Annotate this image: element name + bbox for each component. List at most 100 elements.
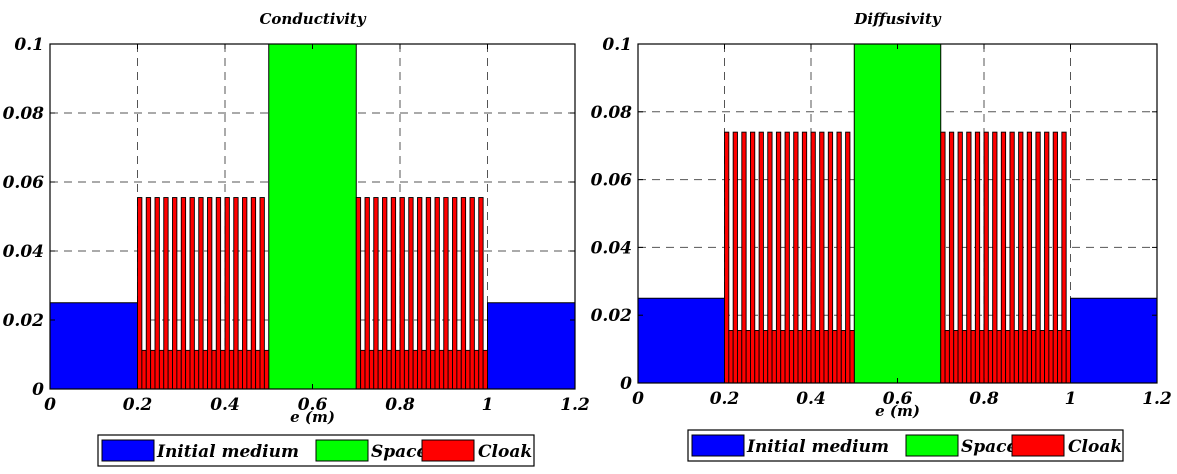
cloak-layer-bar: [158, 349, 165, 390]
cloak-layer-bar: [250, 197, 257, 390]
cloak-layer-bar: [823, 330, 829, 384]
cloak-layer-bar: [1057, 330, 1063, 384]
cloak-layer-bar: [421, 349, 427, 390]
cloak-layer-bar: [732, 131, 738, 384]
cloak-layer-bar: [806, 330, 812, 384]
bar-spacer-1: [268, 43, 357, 390]
cloak-layer-bar: [447, 349, 453, 390]
cloak-layer-bar: [953, 330, 959, 384]
cloak-layer-bar: [456, 349, 462, 390]
cloak-layer-bar: [771, 330, 777, 384]
cloak-layer-bar: [403, 349, 410, 390]
cloak-layer-bar: [259, 197, 265, 390]
cloak-layer-bar: [737, 330, 743, 384]
cloak-layer-bar: [473, 349, 480, 390]
cloak-layer-bar: [215, 197, 222, 390]
x-tick-label: 0: [44, 395, 56, 415]
cloak-layer-bar: [452, 197, 458, 390]
cloak-layer-bar: [242, 197, 248, 390]
cloak-layer-bar: [237, 349, 243, 390]
cloak-layer-bar: [189, 197, 195, 390]
legend-swatch-spacer: [315, 439, 369, 462]
y-tick-label: 0: [32, 380, 44, 400]
cloak-layer-bar: [438, 349, 445, 390]
x-tick-label: 0.2: [710, 389, 740, 409]
cloak-layer-bar: [202, 349, 208, 390]
chart-panel-1: 0 0.2 0.4 0.6 0.8 1 1.2 0 0.02 0.04 0.06 0.08 0.1 Con…: [3, 10, 590, 467]
ticks: 0 0.2 0.4 0.6 0.8 1 1.2 0 0.02 0.04 0.06 0.08 0.1: [591, 35, 1172, 409]
cloak-layer-bar: [1022, 330, 1028, 384]
cloak-layer-bar: [819, 131, 825, 384]
y-tick-label: 0.04: [3, 242, 44, 262]
cloak-layer-bar: [360, 349, 366, 390]
bar-spacer-1: [853, 43, 942, 384]
cloak-layer-bar: [944, 330, 950, 384]
cloak-layer-bar: [979, 330, 985, 384]
cloak-layer-bar: [957, 131, 963, 384]
cloak-layer-bar: [974, 131, 981, 384]
cloak-layer-bar: [754, 330, 760, 384]
cloak-layer-bar: [966, 131, 972, 384]
cloak-layer-bar: [762, 330, 769, 384]
cloak-layer-bar: [465, 349, 471, 390]
cloak-layer-bar: [469, 197, 475, 390]
cloak-layer-bar: [220, 349, 226, 390]
legend-label: Cloak: [478, 442, 532, 462]
cloak-layer-bar: [145, 197, 152, 390]
cloak-layer-bar: [443, 197, 449, 390]
x-tick-label: 1: [482, 395, 494, 415]
cloak-layer-bar: [745, 330, 751, 384]
cloak-layer-bar: [1026, 131, 1033, 384]
cloak-layer-bar: [211, 349, 217, 390]
cloak-layer-bar: [1061, 131, 1067, 384]
cloak-layer-bar: [482, 349, 488, 390]
cloak-layer-bar: [948, 131, 955, 384]
cloak-layer-bar: [377, 349, 383, 390]
chart-title: Conductivity: [259, 10, 366, 28]
cloak-layer-bar: [1065, 330, 1071, 384]
cloak-layer-bar: [845, 131, 851, 384]
legend-label: Initial medium: [156, 442, 299, 462]
x-tick-label: 0.6: [298, 395, 328, 415]
cloak-layer-bar: [417, 197, 423, 390]
cloak-layer-bar: [425, 197, 432, 390]
cloak-layer-bar: [797, 330, 803, 384]
y-tick-label: 0.02: [591, 306, 633, 326]
cloak-layer-bar: [987, 330, 994, 384]
cloak-layer-bar: [355, 197, 362, 390]
chart-panel-2: 0 0.2 0.4 0.6 0.8 1 1.2 0 0.02 0.04 0.06 0.08 0.1 Dif…: [591, 10, 1172, 462]
legend-swatch-cloak: [421, 439, 475, 462]
cloak-layer-bar: [163, 197, 169, 390]
y-tick-label: 0.08: [3, 104, 45, 124]
cloak-layer-bar: [814, 330, 821, 384]
y-tick-label: 0.08: [591, 103, 633, 123]
cloak-layer-bar: [1005, 330, 1011, 384]
cloak-layer-bar: [141, 349, 147, 390]
cloak-layer-bar: [193, 349, 200, 390]
cloak-layer-bar: [849, 330, 855, 384]
cloak-layer-bar: [758, 131, 764, 384]
cloak-layer-bar: [228, 349, 235, 390]
cloak-layer-bar: [788, 330, 795, 384]
cloak-layer-bar: [368, 349, 375, 390]
cloak-layer-bar: [364, 197, 370, 390]
x-tick-label: 0.2: [123, 395, 153, 415]
bar-initial-medium-1: [637, 297, 725, 384]
cloak-layer-bar: [793, 131, 799, 384]
cloak-layer-bar: [224, 197, 230, 390]
cloak-layer-bar: [832, 330, 838, 384]
cloak-layer-bar: [983, 131, 989, 384]
series-spacer: [853, 43, 942, 384]
legend: Initial medium Spacer Cloak: [687, 429, 1124, 462]
cloak-layer-bar: [1048, 330, 1054, 384]
cloak-layer-bar: [940, 131, 946, 384]
cloak-layer-bar: [478, 197, 484, 390]
legend-swatch-initial-medium: [101, 439, 155, 462]
cloak-layer-bar: [741, 131, 747, 384]
legend: Initial medium Spacer Cloak: [97, 434, 535, 467]
cloak-layer-bar: [167, 349, 173, 390]
cloak-layer-bar: [263, 349, 270, 390]
y-tick-label: 0: [620, 374, 632, 394]
y-tick-label: 0.1: [602, 35, 632, 55]
